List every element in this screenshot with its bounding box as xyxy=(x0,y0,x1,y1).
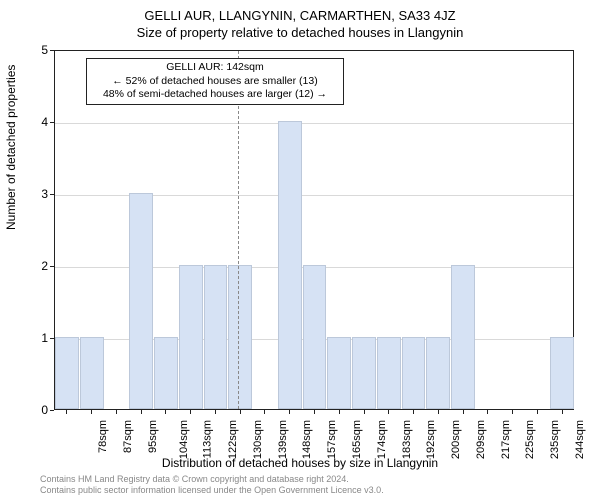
histogram-bar xyxy=(154,337,178,409)
x-tick-mark xyxy=(537,410,538,414)
x-tick-mark xyxy=(388,410,389,414)
x-tick-label: 200sqm xyxy=(450,420,462,459)
annotation-line: ← 52% of detached houses are smaller (13… xyxy=(93,75,337,89)
footer-line-1: Contains HM Land Registry data © Crown c… xyxy=(40,474,384,485)
x-tick-mark xyxy=(512,410,513,414)
histogram-bar xyxy=(451,265,475,409)
y-tick-mark xyxy=(50,338,54,339)
x-tick-label: 235sqm xyxy=(549,420,561,459)
y-tick-mark xyxy=(50,410,54,411)
x-tick-mark xyxy=(562,410,563,414)
x-tick-mark xyxy=(240,410,241,414)
y-tick-mark xyxy=(50,266,54,267)
x-tick-mark xyxy=(289,410,290,414)
y-tick-label: 1 xyxy=(28,331,48,345)
y-axis-label: Number of detached properties xyxy=(4,65,18,230)
x-tick-mark xyxy=(487,410,488,414)
histogram-bar xyxy=(204,265,228,409)
x-tick-label: 148sqm xyxy=(302,420,314,459)
x-tick-label: 225sqm xyxy=(524,420,536,459)
y-tick-mark xyxy=(50,194,54,195)
histogram-bar xyxy=(327,337,351,409)
x-tick-mark xyxy=(364,410,365,414)
x-tick-label: 165sqm xyxy=(351,420,363,459)
x-tick-mark xyxy=(116,410,117,414)
x-tick-label: 122sqm xyxy=(227,420,239,459)
annotation-line: 48% of semi-detached houses are larger (… xyxy=(93,88,337,102)
x-tick-label: 174sqm xyxy=(376,420,388,459)
histogram-bar xyxy=(129,193,153,409)
histogram-bar xyxy=(228,265,252,409)
x-tick-mark xyxy=(463,410,464,414)
x-tick-label: 209sqm xyxy=(475,420,487,459)
gridline xyxy=(55,123,573,124)
chart-title-sub: Size of property relative to detached ho… xyxy=(0,23,600,40)
x-tick-label: 192sqm xyxy=(425,420,437,459)
x-tick-mark xyxy=(91,410,92,414)
x-tick-label: 139sqm xyxy=(277,420,289,459)
x-tick-label: 78sqm xyxy=(97,420,109,453)
x-tick-label: 157sqm xyxy=(326,420,338,459)
chart-container: GELLI AUR, LLANGYNIN, CARMARTHEN, SA33 4… xyxy=(0,0,600,500)
histogram-bar xyxy=(278,121,302,409)
x-tick-label: 113sqm xyxy=(202,420,214,458)
histogram-bar xyxy=(377,337,401,409)
histogram-bar xyxy=(303,265,327,409)
x-tick-mark xyxy=(215,410,216,414)
y-tick-label: 3 xyxy=(28,187,48,201)
x-tick-label: 104sqm xyxy=(178,420,190,459)
x-tick-label: 130sqm xyxy=(252,420,264,459)
x-tick-mark xyxy=(438,410,439,414)
x-tick-mark xyxy=(66,410,67,414)
y-tick-label: 5 xyxy=(28,43,48,57)
x-tick-mark xyxy=(314,410,315,414)
y-tick-label: 4 xyxy=(28,115,48,129)
y-tick-mark xyxy=(50,122,54,123)
histogram-bar xyxy=(426,337,450,409)
x-tick-label: 244sqm xyxy=(574,420,586,459)
y-tick-label: 2 xyxy=(28,259,48,273)
x-tick-label: 217sqm xyxy=(500,420,512,459)
chart-title-main: GELLI AUR, LLANGYNIN, CARMARTHEN, SA33 4… xyxy=(0,0,600,23)
histogram-bar xyxy=(179,265,203,409)
x-tick-mark xyxy=(165,410,166,414)
histogram-bar xyxy=(550,337,574,409)
histogram-bar xyxy=(55,337,79,409)
x-tick-mark xyxy=(413,410,414,414)
x-tick-mark xyxy=(339,410,340,414)
histogram-bar xyxy=(80,337,104,409)
x-tick-label: 183sqm xyxy=(401,420,413,459)
x-tick-label: 95sqm xyxy=(147,420,159,453)
x-tick-mark xyxy=(141,410,142,414)
x-tick-mark xyxy=(264,410,265,414)
footer-line-2: Contains public sector information licen… xyxy=(40,485,384,496)
footer-attribution: Contains HM Land Registry data © Crown c… xyxy=(40,474,384,496)
annotation-box: GELLI AUR: 142sqm← 52% of detached house… xyxy=(86,58,344,105)
x-tick-label: 87sqm xyxy=(122,420,134,453)
histogram-bar xyxy=(402,337,426,409)
annotation-line: GELLI AUR: 142sqm xyxy=(93,61,337,75)
histogram-bar xyxy=(352,337,376,409)
x-tick-mark xyxy=(190,410,191,414)
y-tick-label: 0 xyxy=(28,403,48,417)
y-tick-mark xyxy=(50,50,54,51)
